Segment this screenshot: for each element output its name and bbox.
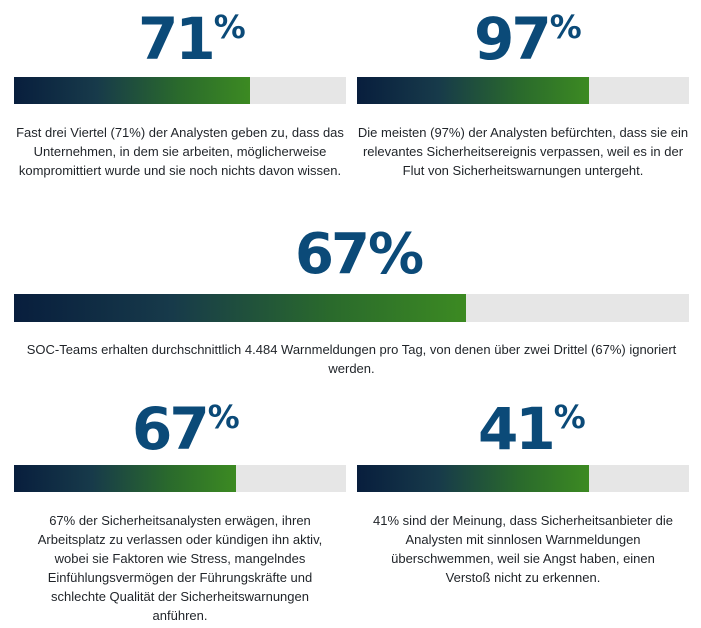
stat-value: 97 xyxy=(474,5,552,73)
stat-description: Die meisten (97%) der Analysten befürcht… xyxy=(357,125,689,178)
progress-bar xyxy=(357,77,689,104)
progress-fill xyxy=(14,465,237,492)
stat-value: 41 xyxy=(478,395,556,463)
stat-number: 71% xyxy=(138,10,246,68)
percent-sign: % xyxy=(367,222,425,287)
stat-description: SOC-Teams erhalten durchschnittlich 4.48… xyxy=(26,342,677,376)
stat-number: 41% xyxy=(478,400,586,458)
progress-bar xyxy=(14,465,346,492)
stat-description: 67% der Sicherheitsanalysten erwägen, ih… xyxy=(37,513,323,623)
percent-sign: % xyxy=(549,7,582,46)
stat-number: 67% xyxy=(295,227,424,283)
progress-fill xyxy=(14,77,250,104)
progress-bar xyxy=(14,294,689,322)
percent-sign: % xyxy=(213,7,246,46)
percent-sign: % xyxy=(207,397,240,436)
progress-fill xyxy=(357,77,590,104)
stat-description: 41% sind der Meinung, dass Sicherheitsan… xyxy=(373,513,673,585)
stat-value: 71 xyxy=(138,5,216,73)
stat-number: 67% xyxy=(132,400,240,458)
progress-fill xyxy=(14,294,467,322)
progress-fill xyxy=(357,465,590,492)
percent-sign: % xyxy=(553,397,586,436)
progress-bar xyxy=(14,77,346,104)
stat-value: 67 xyxy=(295,222,370,287)
stat-number: 97% xyxy=(474,10,582,68)
stat-description: Fast drei Viertel (71%) der Analysten ge… xyxy=(16,125,344,178)
stat-value: 67 xyxy=(132,395,210,463)
progress-bar xyxy=(357,465,689,492)
